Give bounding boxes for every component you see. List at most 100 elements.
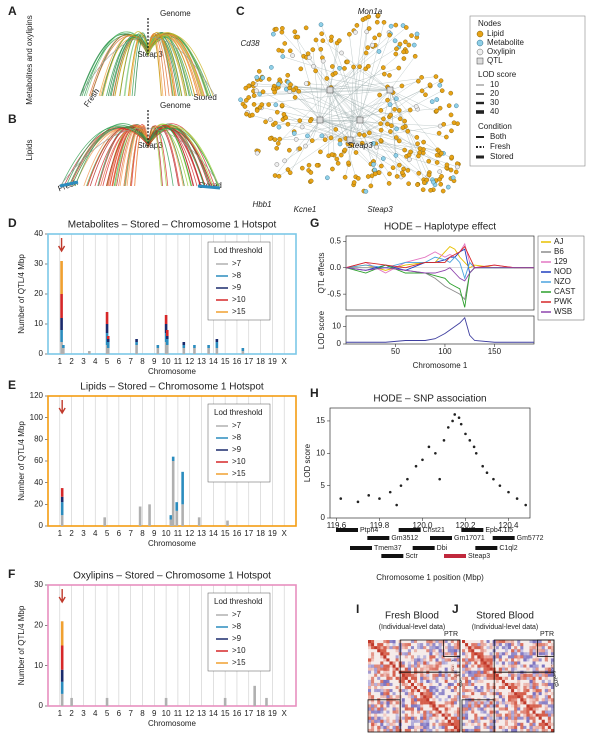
heat-cell	[501, 652, 506, 656]
heat-cell	[474, 661, 478, 665]
heat-cell	[474, 673, 478, 677]
heat-cell	[511, 722, 515, 727]
heat-cell	[450, 664, 455, 668]
heat-cell	[414, 649, 418, 653]
heat-cell	[501, 713, 506, 717]
heat-cell	[517, 704, 521, 708]
heat-cell	[420, 701, 424, 705]
heat-cell	[423, 655, 427, 659]
heat-cell	[480, 658, 484, 662]
heat-cell	[401, 643, 405, 647]
heat-cell	[386, 719, 390, 723]
node	[329, 34, 334, 40]
heat-cell	[474, 725, 478, 730]
heat-cell	[520, 643, 524, 647]
arc	[98, 35, 149, 97]
heat-cell	[508, 682, 512, 687]
x-tick-label: 12	[185, 709, 194, 718]
heat-cell	[498, 716, 503, 720]
heat-cell	[465, 689, 469, 693]
heat-cell	[529, 728, 533, 733]
node	[366, 26, 372, 31]
node	[282, 41, 288, 46]
heat-cell	[471, 686, 475, 690]
point	[451, 419, 454, 423]
node	[366, 14, 372, 19]
heatmap-title: Fresh Blood	[385, 611, 439, 622]
heat-cell	[429, 728, 433, 733]
point	[472, 445, 476, 449]
heat-cell	[420, 673, 424, 677]
heat-cell	[380, 673, 384, 677]
heat-cell	[410, 695, 415, 699]
x-tick-label: 6	[117, 357, 122, 366]
heat-cell	[547, 649, 552, 653]
legend-label: PWK	[554, 297, 573, 306]
heat-cell	[450, 695, 455, 699]
heat-cell	[532, 686, 536, 690]
gene-box	[367, 536, 390, 540]
heat-cell	[501, 661, 506, 665]
heat-cell	[423, 658, 427, 662]
edge	[329, 67, 399, 91]
heat-cell	[495, 646, 499, 650]
heat-cell	[414, 704, 418, 708]
heat-cell	[495, 655, 499, 659]
heat-cell	[395, 728, 399, 733]
heat-cell	[532, 649, 536, 653]
heat-cell	[453, 643, 458, 647]
heat-cell	[474, 643, 478, 647]
heat-cell	[550, 679, 555, 684]
heat-cell	[477, 701, 481, 705]
heat-cell	[368, 707, 372, 711]
point	[515, 497, 519, 500]
heat-cell	[395, 664, 399, 668]
heat-cell	[462, 676, 466, 681]
heat-cell	[389, 707, 393, 711]
heat-cell	[407, 728, 412, 733]
heat-cell	[420, 661, 424, 665]
x-tick-label: 10	[162, 357, 171, 366]
heat-cell	[368, 676, 372, 681]
heat-cell	[386, 725, 390, 730]
edge	[319, 119, 458, 168]
heat-cell	[468, 679, 472, 684]
legend-label: >10	[232, 646, 246, 655]
heat-cell	[511, 701, 515, 705]
heat-cell	[550, 713, 555, 717]
heat-cell	[380, 676, 384, 681]
node	[271, 31, 276, 37]
heat-cell	[483, 704, 487, 708]
heat-cell	[444, 707, 448, 711]
label: Metabolites and oxylipins	[25, 15, 34, 104]
heat-cell	[404, 695, 409, 699]
x-tick-label: 14	[209, 357, 218, 366]
node	[405, 168, 411, 173]
heat-cell	[435, 679, 439, 684]
heat-cell	[468, 643, 472, 647]
heat-cell	[441, 698, 445, 702]
node	[357, 132, 362, 137]
node	[345, 59, 350, 65]
x-tick-label: 13	[197, 357, 206, 366]
heat-cell	[386, 692, 390, 696]
heat-cell	[389, 643, 393, 647]
node	[419, 88, 425, 94]
y-tick-label: 40	[34, 229, 43, 238]
heat-cell	[456, 682, 461, 687]
heat-cell	[514, 646, 518, 650]
heat-cell	[523, 725, 527, 730]
heat-cell	[474, 716, 478, 720]
node	[285, 121, 291, 127]
heat-cell	[477, 670, 481, 674]
heat-cell	[407, 676, 412, 681]
heat-cell	[426, 701, 430, 705]
heat-cell	[392, 679, 396, 684]
node	[438, 78, 444, 83]
heat-cell	[529, 704, 533, 708]
heat-cell	[480, 695, 484, 699]
node	[393, 153, 399, 158]
node	[292, 29, 298, 35]
heat-cell	[541, 692, 545, 696]
node	[414, 31, 420, 37]
